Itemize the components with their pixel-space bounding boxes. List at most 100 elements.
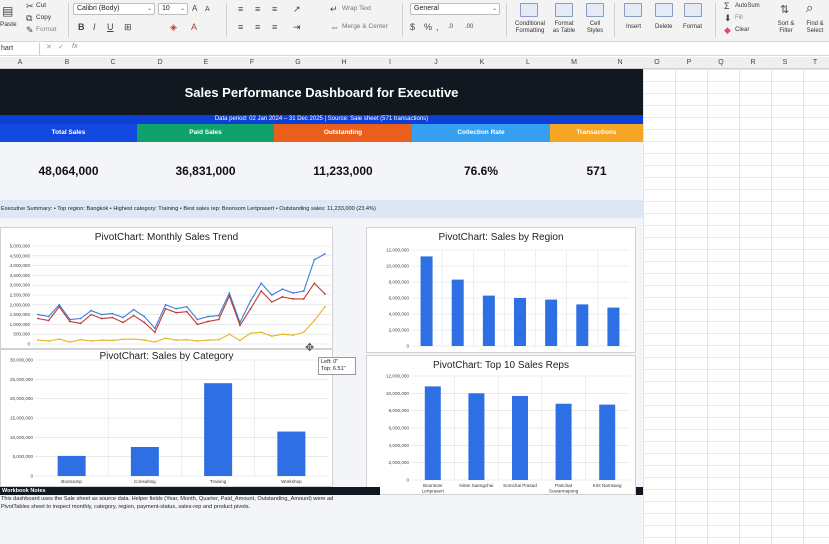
column-header-n[interactable]: N (617, 59, 623, 66)
data-point[interactable] (217, 314, 220, 317)
data-point[interactable] (68, 341, 71, 343)
bar[interactable] (482, 295, 495, 346)
borders-icon[interactable]: ⊞ (124, 22, 132, 32)
column-header-l[interactable]: L (526, 59, 530, 66)
data-point[interactable] (132, 308, 135, 311)
data-point[interactable] (132, 338, 135, 340)
underline-icon[interactable]: U (107, 22, 114, 32)
insert-cells-icon[interactable] (624, 3, 642, 17)
font-size-select[interactable]: 10 ⌄ (158, 3, 188, 15)
wrap-text-button[interactable]: Wrap Text (342, 5, 372, 12)
paste-button[interactable]: Paste (0, 21, 17, 28)
format-button[interactable]: Format (683, 24, 703, 30)
bar[interactable] (545, 299, 558, 346)
data-point[interactable] (47, 340, 50, 342)
column-header-p[interactable]: P (686, 59, 692, 66)
format-as-table-icon[interactable] (555, 3, 573, 17)
data-point[interactable] (47, 319, 50, 322)
data-point[interactable] (324, 252, 326, 255)
format-as-table-label[interactable]: Format as Table (549, 21, 579, 35)
delete-cells-icon[interactable] (655, 3, 673, 17)
data-point[interactable] (164, 307, 167, 310)
data-point[interactable] (58, 305, 61, 308)
align-middle-icon[interactable]: ≡ (255, 4, 261, 14)
conditional-formatting-icon[interactable] (520, 3, 538, 17)
data-point[interactable] (313, 319, 316, 322)
bar[interactable] (555, 403, 572, 480)
chart-monthly-sales-trend[interactable]: PivotChart: Monthly Sales Trend 0 500,000… (0, 227, 333, 349)
data-point[interactable] (228, 292, 231, 294)
data-point[interactable] (154, 341, 156, 343)
data-point[interactable] (79, 338, 82, 341)
column-header-g[interactable]: G (295, 59, 301, 66)
bar[interactable] (514, 298, 526, 346)
data-point[interactable] (122, 338, 124, 341)
data-point[interactable] (270, 335, 273, 338)
data-point[interactable] (249, 299, 252, 302)
data-point[interactable] (302, 331, 305, 334)
data-point[interactable] (90, 309, 93, 312)
format-cells-icon[interactable] (684, 3, 702, 17)
data-point[interactable] (228, 333, 231, 336)
align-top-icon[interactable]: ≡ (238, 4, 244, 14)
data-point[interactable] (281, 288, 284, 291)
data-point[interactable] (100, 317, 103, 320)
font-name-select[interactable]: Calibri (Body) ⌄ (73, 3, 155, 15)
data-point[interactable] (313, 282, 316, 285)
data-point[interactable] (281, 333, 284, 336)
currency-icon[interactable]: $ (410, 22, 416, 32)
column-header-j[interactable]: J (434, 59, 438, 66)
data-point[interactable] (143, 339, 146, 341)
formula-input[interactable] (86, 43, 826, 55)
column-header-o[interactable]: O (654, 59, 660, 66)
clear-button[interactable]: Clear (735, 27, 750, 33)
bar[interactable] (130, 447, 159, 476)
bar[interactable] (277, 431, 306, 476)
column-header-m[interactable]: M (571, 59, 577, 66)
column-header-i[interactable]: I (389, 59, 391, 66)
data-point[interactable] (175, 311, 178, 314)
merge-center-button[interactable]: Merge & Center (342, 23, 388, 30)
fill-button[interactable]: Fill (735, 15, 743, 21)
find-select-icon[interactable]: ⌕ (806, 0, 814, 15)
indent-icon[interactable]: ⇥ (293, 22, 301, 32)
italic-icon[interactable]: I (93, 22, 96, 32)
format-painter-button[interactable]: Format (36, 26, 57, 33)
data-point[interactable] (207, 320, 209, 323)
chart-sales-by-region[interactable]: PivotChart: Sales by Region 0 2,000,000 4,… (366, 227, 636, 353)
data-point[interactable] (260, 290, 263, 292)
data-point[interactable] (111, 316, 114, 319)
data-point[interactable] (111, 312, 114, 315)
autosum-button[interactable]: AutoSum (735, 3, 760, 9)
data-point[interactable] (217, 318, 220, 321)
data-point[interactable] (164, 303, 167, 306)
data-point[interactable] (90, 313, 93, 316)
data-point[interactable] (302, 298, 305, 300)
column-header-h[interactable]: H (341, 59, 347, 66)
data-point[interactable] (37, 339, 39, 341)
find-select-label[interactable]: Find & Select (803, 21, 827, 35)
data-point[interactable] (313, 258, 316, 261)
sort-filter-icon[interactable]: ⇅ (780, 4, 790, 16)
data-point[interactable] (79, 317, 82, 320)
shrink-font-icon[interactable]: A (205, 6, 210, 13)
column-header-c[interactable]: C (110, 59, 116, 66)
data-point[interactable] (79, 322, 82, 325)
data-point[interactable] (228, 295, 231, 297)
function-icon[interactable]: fx (72, 43, 78, 50)
data-point[interactable] (270, 294, 273, 296)
series-line-2[interactable] (37, 306, 326, 343)
confirm-icon[interactable]: ✓ (58, 44, 64, 51)
series-line-1[interactable] (37, 282, 326, 334)
bar[interactable] (57, 455, 86, 476)
data-point[interactable] (154, 327, 156, 330)
data-point[interactable] (185, 305, 188, 308)
grow-font-icon[interactable]: A (192, 4, 198, 13)
decrease-decimal-icon[interactable]: .00 (465, 24, 474, 30)
cancel-icon[interactable]: ✕ (46, 44, 52, 51)
column-header-d[interactable]: D (157, 59, 163, 66)
chart-top-10-sales-reps[interactable]: PivotChart: Top 10 Sales Reps 0 2,000,000… (366, 355, 636, 495)
bar[interactable] (468, 393, 485, 480)
bar[interactable] (424, 386, 441, 480)
bar[interactable] (420, 256, 433, 346)
